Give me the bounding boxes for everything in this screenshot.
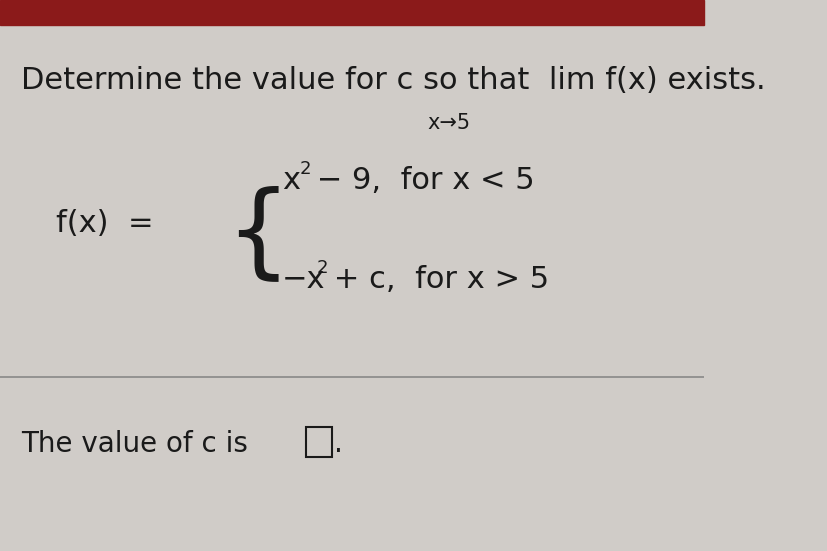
Text: −x: −x bbox=[282, 266, 325, 294]
Text: − 9,  for x < 5: − 9, for x < 5 bbox=[307, 166, 534, 195]
Text: x: x bbox=[282, 166, 299, 195]
Text: + c,  for x > 5: + c, for x > 5 bbox=[324, 266, 549, 294]
Text: f(x)  =: f(x) = bbox=[56, 209, 154, 237]
Bar bbox=[0, 0, 704, 25]
Text: x→5: x→5 bbox=[428, 113, 471, 133]
Text: .: . bbox=[334, 430, 342, 457]
Text: The value of c is: The value of c is bbox=[22, 430, 248, 457]
Text: Determine the value for c so that  lim f(x) exists.: Determine the value for c so that lim f(… bbox=[22, 66, 766, 95]
Bar bbox=[306, 427, 332, 457]
Text: 2: 2 bbox=[317, 260, 328, 277]
Text: 2: 2 bbox=[300, 160, 312, 178]
Text: {: { bbox=[225, 185, 290, 287]
